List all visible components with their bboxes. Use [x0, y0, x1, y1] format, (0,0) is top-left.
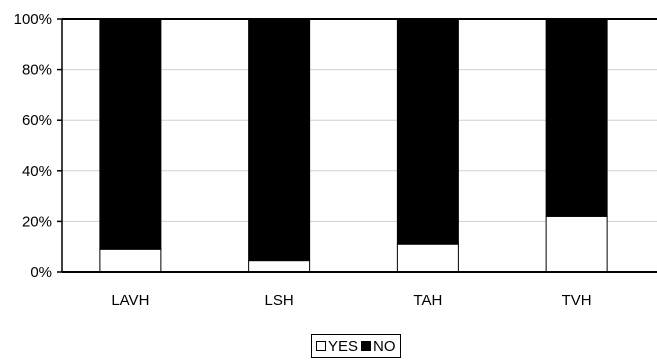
legend-entry-yes: YES	[316, 338, 358, 355]
y-tick-label: 0%	[30, 264, 52, 281]
y-tick-label: 80%	[22, 62, 52, 79]
bar-yes-tvh	[545, 215, 608, 273]
bar-no-tvh	[545, 18, 608, 217]
x-category-label: LSH	[265, 292, 294, 309]
x-category-label: LAVH	[111, 292, 149, 309]
bar-no-tah	[396, 18, 459, 245]
bar-no-lsh	[248, 18, 311, 262]
bar-yes-tah	[396, 243, 459, 273]
bar-no-lavh	[99, 18, 162, 250]
bars	[99, 18, 608, 273]
y-tick-label: 40%	[22, 163, 52, 180]
x-category-label: TAH	[413, 292, 442, 309]
legend-entry-no: NO	[361, 338, 396, 355]
bar-yes-lsh	[248, 260, 311, 273]
x-category-label: TVH	[562, 292, 592, 309]
bar-yes-lavh	[99, 248, 162, 273]
legend: YES NO	[311, 334, 401, 358]
legend-swatch-no	[361, 341, 372, 351]
y-tick-labels: 0% 20% 40% 60% 80% 100%	[14, 11, 52, 281]
legend-swatch-yes	[316, 341, 326, 351]
axes	[57, 18, 657, 273]
x-category-labels: LAVH LSH TAH TVH	[111, 292, 591, 309]
y-tick-label: 100%	[14, 11, 52, 28]
y-tick-label: 20%	[22, 213, 52, 230]
y-tick-label: 60%	[22, 112, 52, 129]
legend-label-yes: YES	[328, 337, 359, 355]
legend-label-no: NO	[373, 337, 396, 355]
